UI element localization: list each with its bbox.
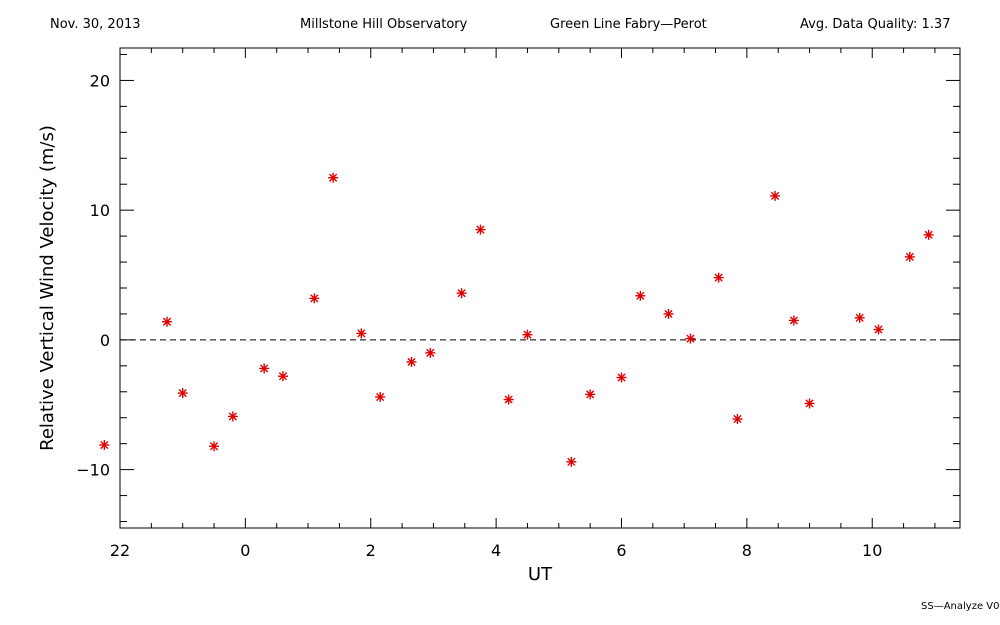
data-quality-label: Avg. Data Quality: 1.37 — [800, 17, 951, 32]
data-point — [375, 391, 386, 402]
x-tick-label: 22 — [110, 541, 130, 560]
data-point — [328, 172, 339, 183]
x-tick-label: 0 — [240, 541, 250, 560]
data-point — [854, 312, 865, 323]
software-version-label: SS—Analyze V05 — [921, 601, 1000, 612]
data-point — [770, 190, 781, 201]
data-point — [277, 371, 288, 382]
axis-ticks — [119, 48, 960, 528]
data-point — [425, 347, 436, 358]
data-point — [873, 324, 884, 335]
data-point — [406, 356, 417, 367]
observatory-label: Millstone Hill Observatory — [300, 17, 468, 32]
y-tick-label: 20 — [90, 71, 110, 90]
data-point — [713, 272, 724, 283]
plot-frame — [119, 47, 961, 529]
x-tick-label: 4 — [491, 541, 501, 560]
x-axis-title: UT — [528, 564, 553, 585]
y-tick-label: 0 — [100, 331, 110, 350]
y-tick-label: 10 — [90, 201, 110, 220]
data-point — [456, 288, 467, 299]
data-point — [616, 372, 627, 383]
data-point — [585, 389, 596, 400]
x-tick-label: 10 — [862, 541, 882, 560]
data-point — [566, 456, 577, 467]
data-point — [309, 293, 320, 304]
x-tick-label: 2 — [366, 541, 376, 560]
y-axis-title: Relative Vertical Wind Velocity (m/s) — [37, 125, 58, 451]
data-point — [227, 411, 238, 422]
data-point — [804, 398, 815, 409]
data-point — [475, 224, 486, 235]
data-point — [685, 333, 696, 344]
x-tick-label: 8 — [742, 541, 752, 560]
data-point — [788, 315, 799, 326]
data-point — [99, 439, 110, 450]
data-point — [503, 394, 514, 405]
y-tick-label: −10 — [76, 461, 110, 480]
data-point — [663, 308, 674, 319]
data-point — [259, 363, 270, 374]
data-point — [923, 229, 934, 240]
data-point — [356, 328, 367, 339]
instrument-label: Green Line Fabry—Perot — [550, 17, 707, 32]
data-point — [635, 290, 646, 301]
data-point — [732, 414, 743, 425]
data-point — [209, 441, 220, 452]
data-points — [99, 172, 934, 467]
data-point — [522, 329, 533, 340]
tick-labels: 22 0 2 4 6 8 10 −10 0 10 20 — [76, 71, 882, 560]
data-point — [904, 251, 915, 262]
data-point — [162, 316, 173, 327]
x-tick-label: 6 — [616, 541, 626, 560]
data-point — [177, 388, 188, 399]
date-label: Nov. 30, 2013 — [50, 17, 141, 32]
